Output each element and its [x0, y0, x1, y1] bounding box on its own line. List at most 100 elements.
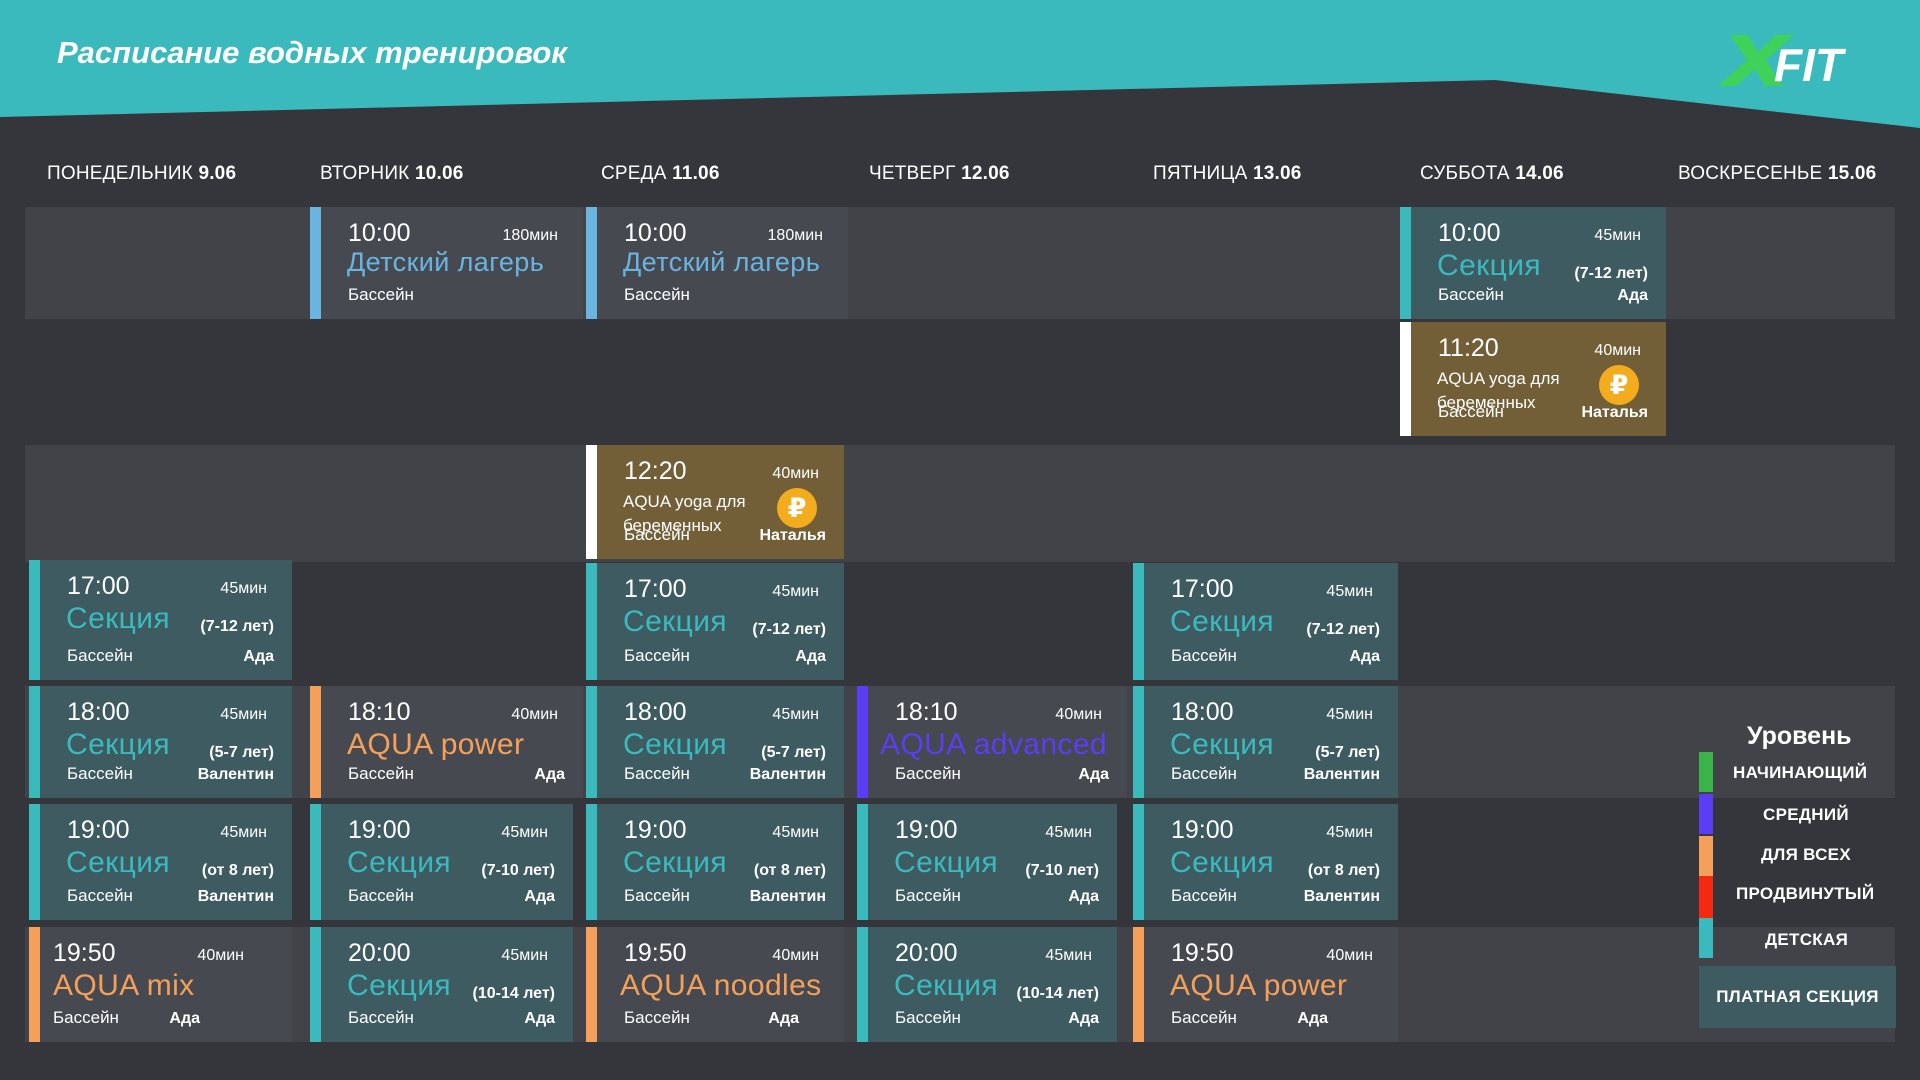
session-duration: 45мин [1326, 706, 1373, 723]
session-duration: 40мин [772, 465, 819, 482]
page-title: Расписание водных тренировок [57, 35, 568, 70]
level-bar [1133, 563, 1144, 680]
session-place: Бассейн [348, 1008, 414, 1027]
session-duration: 180мин [502, 227, 558, 244]
session-card[interactable]: 19:50 40мин AQUA power Бассейн Ада [1133, 927, 1398, 1042]
legend-paid-section: ПЛАТНАЯ СЕКЦИЯ [1699, 966, 1896, 1028]
session-time: 19:00 [67, 816, 130, 844]
session-duration: 40мин [1326, 947, 1373, 964]
session-duration: 45мин [501, 947, 548, 964]
level-bar [857, 686, 868, 798]
session-name: AQUA noodles [620, 969, 822, 1002]
session-time: 17:00 [624, 575, 687, 603]
session-card[interactable]: 18:00 45мин Секция (5-7 лет) Бассейн Вал… [29, 686, 292, 798]
session-card-paid[interactable]: 12:20 40мин AQUA yoga для беременных ₽ Б… [586, 445, 844, 559]
session-name: AQUA power [1170, 969, 1348, 1002]
session-duration: 45мин [501, 824, 548, 841]
session-card[interactable]: 10:00 180мин Детский лагерь Бассейн [586, 207, 848, 319]
session-card[interactable]: 19:50 40мин AQUA mix Бассейн Ада [29, 927, 292, 1042]
session-card[interactable]: 17:00 45мин Секция (7-12 лет) Бассейн Ад… [1133, 563, 1398, 680]
session-card[interactable]: 19:00 45мин Секция (от 8 лет) Бассейн Ва… [29, 804, 292, 920]
session-card[interactable]: 10:00 45мин Секция (7-12 лет) Бассейн Ад… [1400, 207, 1666, 319]
day-header-tuesday: ВТОРНИК 10.06 [320, 163, 463, 185]
session-place: Бассейн [624, 646, 690, 665]
day-header-thursday: ЧЕТВЕРГ 12.06 [869, 163, 1010, 185]
day-date: 10.06 [414, 163, 464, 184]
session-place: Бассейн [1438, 402, 1504, 421]
session-place: Бассейн [624, 525, 690, 544]
day-date: 13.06 [1252, 163, 1302, 184]
session-duration: 45мин [220, 706, 267, 723]
session-card[interactable]: 19:00 45мин Секция (7-10 лет) Бассейн Ад… [857, 804, 1117, 920]
session-age: (от 8 лет) [753, 862, 826, 879]
legend-label-medium: СРЕДНИЙ [1763, 805, 1849, 824]
level-bar [310, 804, 321, 920]
session-card[interactable]: 17:00 45мин Секция (7-12 лет) Бассейн Ад… [29, 560, 292, 680]
session-card[interactable]: 19:50 40мин AQUA noodles Бассейн Ада [586, 927, 844, 1042]
session-name: AQUA mix [53, 969, 195, 1002]
session-coach: Валентин [1303, 888, 1380, 905]
session-card[interactable]: 20:00 45мин Секция (10-14 лет) Бассейн А… [310, 927, 573, 1042]
day-header-sunday: ВОСКРЕСЕНЬЕ 15.06 [1678, 163, 1876, 185]
legend-label-kids: ДЕТСКАЯ [1765, 930, 1849, 949]
session-coach: Валентин [197, 766, 274, 783]
session-coach: Наталья [1581, 404, 1648, 421]
session-card[interactable]: 19:00 45мин Секция (7-10 лет) Бассейн Ад… [310, 804, 573, 920]
level-bar [586, 804, 597, 920]
session-time: 19:00 [1171, 816, 1234, 844]
session-coach: Ада [1068, 888, 1099, 905]
session-card-paid[interactable]: 11:20 40мин AQUA yoga для беременных ₽ Б… [1400, 322, 1666, 436]
session-time: 19:50 [624, 939, 687, 967]
level-bar [586, 207, 597, 319]
session-card[interactable]: 17:00 45мин Секция (7-12 лет) Бассейн Ад… [586, 563, 844, 680]
legend-label-beginner: НАЧИНАЮЩИЙ [1733, 763, 1868, 782]
legend-label-all: ДЛЯ ВСЕХ [1761, 845, 1851, 864]
session-coach: Ада [1349, 648, 1380, 665]
session-time: 20:00 [895, 939, 958, 967]
row-band [25, 445, 1895, 562]
session-coach: Ада [524, 1010, 555, 1027]
session-coach: Наталья [759, 527, 826, 544]
session-card[interactable]: 18:00 45мин Секция (5-7 лет) Бассейн Вал… [586, 686, 844, 798]
session-duration: 45мин [772, 824, 819, 841]
session-name: Секция [623, 605, 728, 638]
session-card[interactable]: 18:10 40мин AQUA advanced Бассейн Ада [857, 686, 1127, 798]
session-name: AQUA yoga для беременных [623, 492, 746, 535]
session-duration: 45мин [1045, 824, 1092, 841]
level-bar [1133, 804, 1144, 920]
session-duration: 40мин [1055, 706, 1102, 723]
session-name: Секция [894, 969, 999, 1002]
level-bar [586, 445, 597, 559]
session-time: 11:20 [1438, 334, 1499, 362]
session-place: Бассейн [1171, 886, 1237, 905]
session-coach: Ада [1297, 1010, 1328, 1027]
day-date: 12.06 [961, 163, 1010, 184]
session-age: (7-12 лет) [1306, 621, 1380, 638]
legend-label-advanced: ПРОДВИНУТЫЙ [1736, 884, 1875, 903]
session-age: (от 8 лет) [1307, 862, 1380, 879]
session-card[interactable]: 18:10 40мин AQUA power Бассейн Ада [310, 686, 583, 798]
session-age: (7-10 лет) [481, 862, 555, 879]
level-bar [586, 927, 597, 1042]
session-age: (5-7 лет) [209, 744, 274, 761]
session-card[interactable]: 20:00 45мин Секция (10-14 лет) Бассейн А… [857, 927, 1117, 1042]
session-name: Секция [1170, 846, 1275, 879]
day-name: ПЯТНИЦА [1153, 163, 1248, 184]
session-duration: 40мин [197, 947, 244, 964]
session-card[interactable]: 19:00 45мин Секция (от 8 лет) Бассейн Ва… [1133, 804, 1398, 920]
session-age: (7-12 лет) [1574, 265, 1648, 282]
legend-title: Уровень [1747, 722, 1852, 750]
session-card[interactable]: 19:00 45мин Секция (от 8 лет) Бассейн Ва… [586, 804, 844, 920]
session-time: 19:50 [53, 939, 116, 967]
session-place: Бассейн [624, 886, 690, 905]
level-bar [310, 927, 321, 1042]
ruble-coin-icon: ₽ [1599, 365, 1639, 405]
session-coach: Валентин [1303, 766, 1380, 783]
day-header-wednesday: СРЕДА 11.06 [601, 163, 720, 185]
level-bar [586, 563, 597, 680]
session-card[interactable]: 10:00 180мин Детский лагерь Бассейн [310, 207, 583, 319]
session-time: 19:00 [348, 816, 411, 844]
session-time: 18:00 [1171, 698, 1234, 726]
session-card[interactable]: 18:00 45мин Секция (5-7 лет) Бассейн Вал… [1133, 686, 1398, 798]
session-name: Детский лагерь [623, 247, 821, 277]
